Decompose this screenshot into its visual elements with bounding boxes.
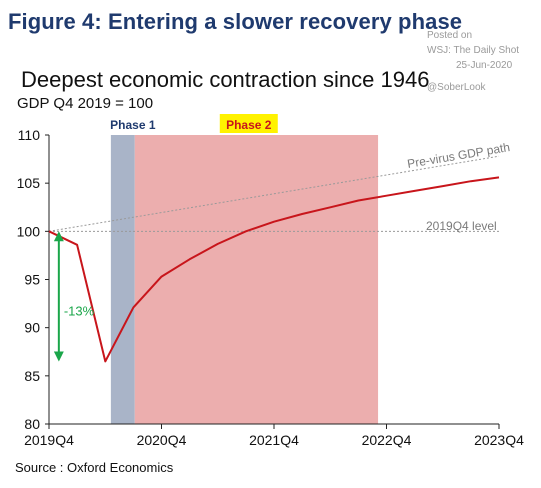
y-tick-label: 85 — [24, 368, 40, 384]
watermark-source: WSJ: The Daily Shot — [427, 45, 520, 56]
source-note: Source : Oxford Economics — [15, 460, 174, 475]
x-tick-label: 2019Q4 — [24, 432, 74, 448]
y-tick-label: 90 — [24, 320, 40, 336]
phase1-band — [110, 135, 135, 424]
pre-virus-path-label: Pre-virus GDP path — [406, 140, 511, 171]
y-tick-label: 80 — [24, 416, 40, 432]
y-tick-label: 105 — [17, 175, 41, 191]
x-tick-label: 2021Q4 — [249, 432, 299, 448]
contraction-label: -13% — [64, 303, 95, 318]
x-tick-label: 2023Q4 — [474, 432, 524, 448]
phase1-label: Phase 1 — [110, 118, 156, 132]
y-tick-label: 95 — [24, 272, 40, 288]
baseline-level-label: 2019Q4 level — [426, 219, 497, 233]
watermark-date: 25-Jun-2020 — [456, 60, 513, 71]
phase2-label-bg — [219, 114, 278, 133]
x-tick-label: 2022Q4 — [362, 432, 412, 448]
y-tick-label: 100 — [17, 223, 41, 239]
pre-virus-path-line — [48, 155, 500, 232]
watermark-handle: @SoberLook — [427, 82, 486, 93]
watermark-posted-on: Posted on — [427, 30, 473, 41]
x-tick-label: 2020Q4 — [137, 432, 187, 448]
gdp-series-line — [48, 176, 500, 363]
phase2-label: Phase 2 — [226, 118, 272, 132]
figure-title: Figure 4: Entering a slower recovery pha… — [8, 9, 463, 34]
phase2-band — [134, 135, 379, 424]
chart-subtitle: GDP Q4 2019 = 100 — [17, 95, 154, 112]
y-tick-label: 110 — [18, 127, 41, 143]
chart-title: Deepest economic contraction since 1946 — [21, 67, 430, 92]
